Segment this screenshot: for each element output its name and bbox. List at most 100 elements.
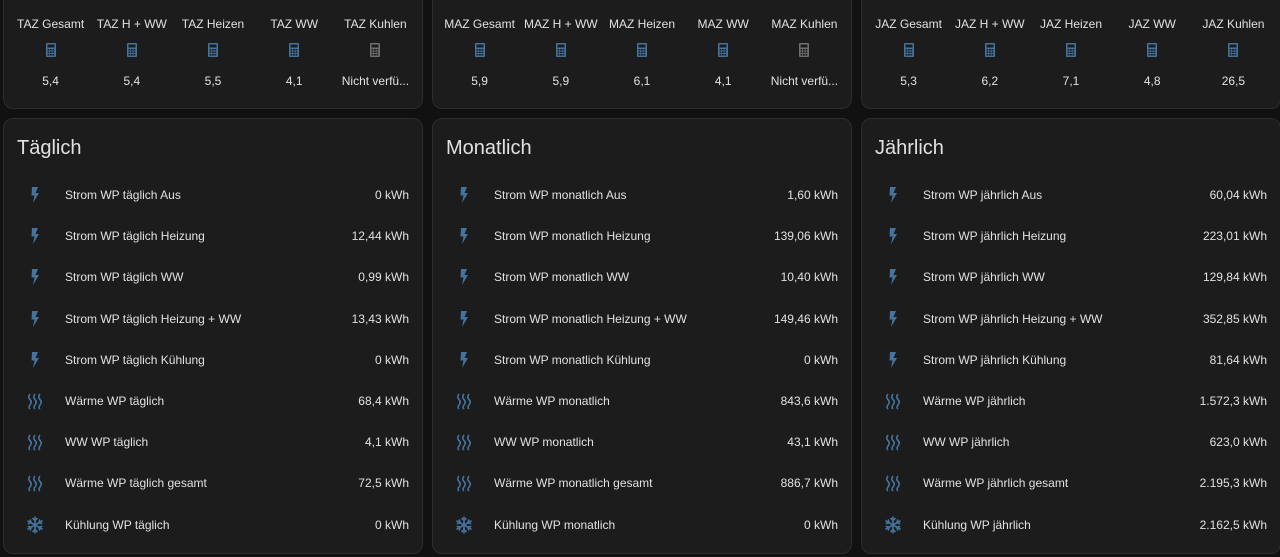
glance-item[interactable]: JAZ Heizen 7,1 (1030, 0, 1111, 108)
entity-value: 81,64 kWh (1209, 352, 1267, 367)
entity-row[interactable]: Wärme WP täglich gesamt 72,5 kWh (4, 471, 422, 495)
glance-item[interactable]: JAZ H + WW 6,2 (949, 0, 1030, 108)
heat-wave-icon (454, 432, 474, 452)
glance-item-name: MAZ H + WW (523, 17, 598, 31)
calculator-icon (799, 43, 810, 57)
entity-value: 139,06 kWh (773, 229, 838, 244)
entity-name: Wärme WP jährlich (923, 394, 1026, 408)
glance-item-name: JAZ Kuhlen (1202, 17, 1265, 31)
glance-item-value: 5,4 (42, 74, 59, 88)
glance-item-value: 4,1 (714, 74, 732, 88)
entity-value: 0 kWh (803, 517, 838, 532)
entity-value: 352,85 kWh (1202, 311, 1267, 326)
flash-icon (883, 267, 903, 287)
glance-item[interactable]: TAZ Kuhlen Nicht verfü... (335, 0, 416, 108)
glance-item[interactable]: TAZ Heizen 5,5 (172, 0, 253, 108)
glance-item-name: TAZ H + WW (96, 17, 167, 31)
glance-item-name: JAZ Gesamt (875, 17, 942, 31)
flash-icon (454, 309, 474, 329)
entity-row[interactable]: Strom WP monatlich Heizung + WW 149,46 kW… (433, 307, 851, 331)
snowflake-icon (454, 515, 474, 535)
calculator-icon (289, 43, 300, 57)
glance-item[interactable]: MAZ WW 4,1 (683, 0, 764, 108)
flash-icon (883, 350, 903, 370)
glance-item-value: Nicht verfü... (770, 74, 839, 88)
entities-card: Täglich Strom WP täglich Aus 0 kWh Strom WP… (3, 118, 423, 554)
entity-row[interactable]: Strom WP täglich Aus 0 kWh (4, 183, 422, 207)
entity-value: 43,1 kWh (787, 435, 838, 450)
glance-item[interactable]: JAZ Gesamt 5,3 (868, 0, 949, 108)
entity-value: 0 kWh (374, 188, 409, 202)
entity-row[interactable]: Wärme WP monatlich gesamt 886,7 kWh (433, 471, 851, 495)
entity-row[interactable]: Wärme WP täglich 68,4 kWh (4, 389, 422, 413)
heat-wave-icon (883, 391, 903, 411)
entity-row[interactable]: Strom WP täglich Heizung 12,44 kWh (4, 224, 422, 248)
glance-item-value: 4,8 (1143, 74, 1161, 88)
glance-item[interactable]: JAZ Kuhlen 26,5 (1193, 0, 1274, 108)
flash-icon (25, 267, 45, 287)
heat-wave-icon (25, 473, 45, 493)
flash-icon (25, 350, 45, 370)
entity-row[interactable]: WW WP täglich 4,1 kWh (4, 430, 422, 454)
entity-row[interactable]: Kühlung WP täglich 0 kWh (4, 513, 422, 537)
entity-row[interactable]: Kühlung WP jährlich 2.162,5 kWh (862, 513, 1280, 537)
glance-item[interactable]: TAZ Gesamt 5,4 (10, 0, 91, 108)
glance-item[interactable]: TAZ WW 4,1 (254, 0, 335, 108)
glance-item[interactable]: MAZ H + WW 5,9 (520, 0, 601, 108)
calculator-icon (637, 43, 647, 57)
entity-row[interactable]: Strom WP täglich WW 0,99 kWh (4, 265, 422, 289)
entity-row[interactable]: WW WP jährlich 623,0 kWh (862, 430, 1280, 454)
entity-row[interactable]: Strom WP täglich Kühlung 0 kWh (4, 348, 422, 372)
entity-value: 10,40 kWh (780, 270, 838, 285)
glance-item-name: TAZ Gesamt (17, 17, 85, 31)
glance-item[interactable]: JAZ WW 4,8 (1112, 0, 1193, 108)
glance-item-value: 5,4 (123, 74, 141, 88)
entity-name: Strom WP täglich Heizung (65, 229, 205, 244)
entity-name: Strom WP jährlich Heizung + WW (923, 311, 1103, 326)
calculator-icon (1066, 43, 1076, 57)
snowflake-icon (883, 515, 903, 535)
glance-item[interactable]: MAZ Gesamt 5,9 (439, 0, 520, 108)
entity-row[interactable]: Strom WP jährlich WW 129,84 kWh (862, 265, 1280, 289)
glance-item-value: 5,9 (552, 74, 570, 88)
entity-row[interactable]: Strom WP monatlich Heizung 139,06 kWh (433, 224, 851, 248)
flash-icon (454, 226, 474, 246)
entity-row[interactable]: WW WP monatlich 43,1 kWh (433, 430, 851, 454)
entity-row[interactable]: Strom WP jährlich Kühlung 81,64 kWh (862, 348, 1280, 372)
entity-value: 0 kWh (374, 352, 409, 367)
entity-value: 68,4 kWh (358, 394, 409, 408)
entity-row[interactable]: Wärme WP monatlich 843,6 kWh (433, 389, 851, 413)
entity-value: 1.572,3 kWh (1199, 394, 1267, 408)
entity-row[interactable]: Wärme WP jährlich gesamt 2.195,3 kWh (862, 471, 1280, 495)
entity-value: 2.195,3 kWh (1199, 476, 1267, 491)
entity-row[interactable]: Strom WP monatlich Kühlung 0 kWh (433, 348, 851, 372)
glance-item-value: 6,2 (981, 74, 999, 88)
glance-item[interactable]: MAZ Heizen 6,1 (601, 0, 682, 108)
entity-row[interactable]: Strom WP jährlich Heizung 223,01 kWh (862, 224, 1280, 248)
flash-icon (454, 350, 474, 370)
entity-name: Strom WP monatlich WW (494, 270, 630, 285)
entity-name: Strom WP monatlich Heizung (494, 229, 651, 244)
entity-name: Strom WP jährlich Kühlung (923, 352, 1067, 367)
entity-row[interactable]: Strom WP täglich Heizung + WW 13,43 kWh (4, 307, 422, 331)
entity-row[interactable]: Strom WP monatlich Aus 1,60 kWh (433, 183, 851, 207)
entity-name: WW WP täglich (65, 435, 149, 450)
calculator-icon (903, 43, 914, 57)
entity-value: 886,7 kWh (780, 476, 838, 491)
glance-item[interactable]: MAZ Kuhlen Nicht verfü... (764, 0, 845, 108)
entity-row[interactable]: Wärme WP jährlich 1.572,3 kWh (862, 389, 1280, 413)
entity-name: Strom WP jährlich WW (923, 270, 1045, 285)
calculator-icon (984, 43, 995, 57)
entity-row[interactable]: Kühlung WP monatlich 0 kWh (433, 513, 851, 537)
entity-row[interactable]: Strom WP jährlich Aus 60,04 kWh (862, 183, 1280, 207)
entity-row[interactable]: Strom WP jährlich Heizung + WW 352,85 kWh (862, 307, 1280, 331)
entity-value: 223,01 kWh (1202, 229, 1267, 244)
glance-item[interactable]: TAZ H + WW 5,4 (91, 0, 172, 108)
glance-item-name: JAZ WW (1128, 17, 1176, 31)
calculator-icon (370, 43, 381, 57)
glance-item-name: MAZ Heizen (608, 17, 676, 31)
entity-name: Strom WP täglich Aus (65, 188, 181, 202)
entity-row[interactable]: Strom WP monatlich WW 10,40 kWh (433, 265, 851, 289)
glance-item-value: 5,9 (471, 74, 488, 88)
glance-item-value: 6,1 (633, 74, 651, 88)
